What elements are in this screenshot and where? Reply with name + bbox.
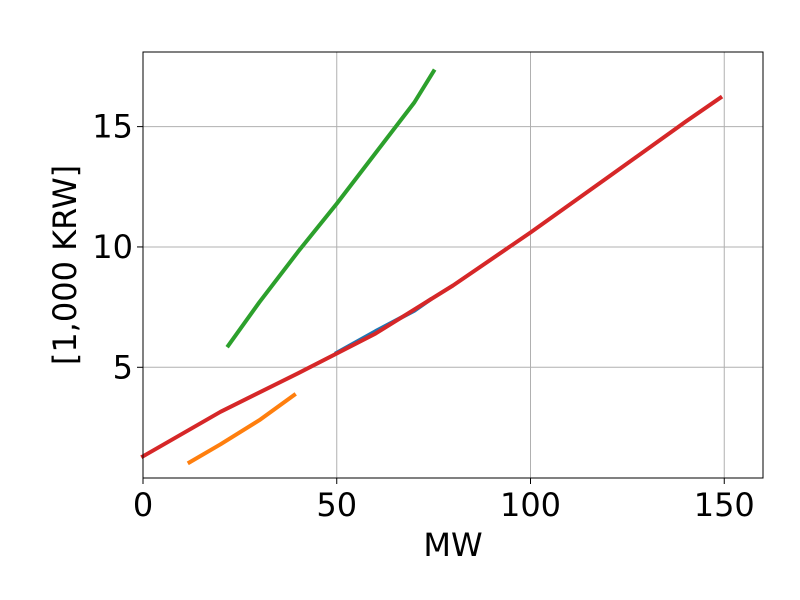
plot-frame [142,51,764,479]
x-tick-label: 150 [694,486,755,524]
ticks: 0 50 100 150 5 10 15 [92,108,755,524]
series-line-4 [140,94,724,460]
x-tick-label: 50 [316,486,357,524]
series-line-3 [225,68,437,349]
x-axis-label: MW [423,526,482,564]
x-tick-label: 0 [133,486,153,524]
y-tick-label: 10 [92,228,133,266]
x-tick-label: 100 [500,486,561,524]
y-axis-label: [1,000 KRW] [46,165,84,365]
y-tick-label: 15 [92,108,133,146]
y-tick-label: 5 [113,348,133,386]
grid [142,52,763,478]
series-line-2 [186,392,297,466]
series-group [140,68,724,466]
